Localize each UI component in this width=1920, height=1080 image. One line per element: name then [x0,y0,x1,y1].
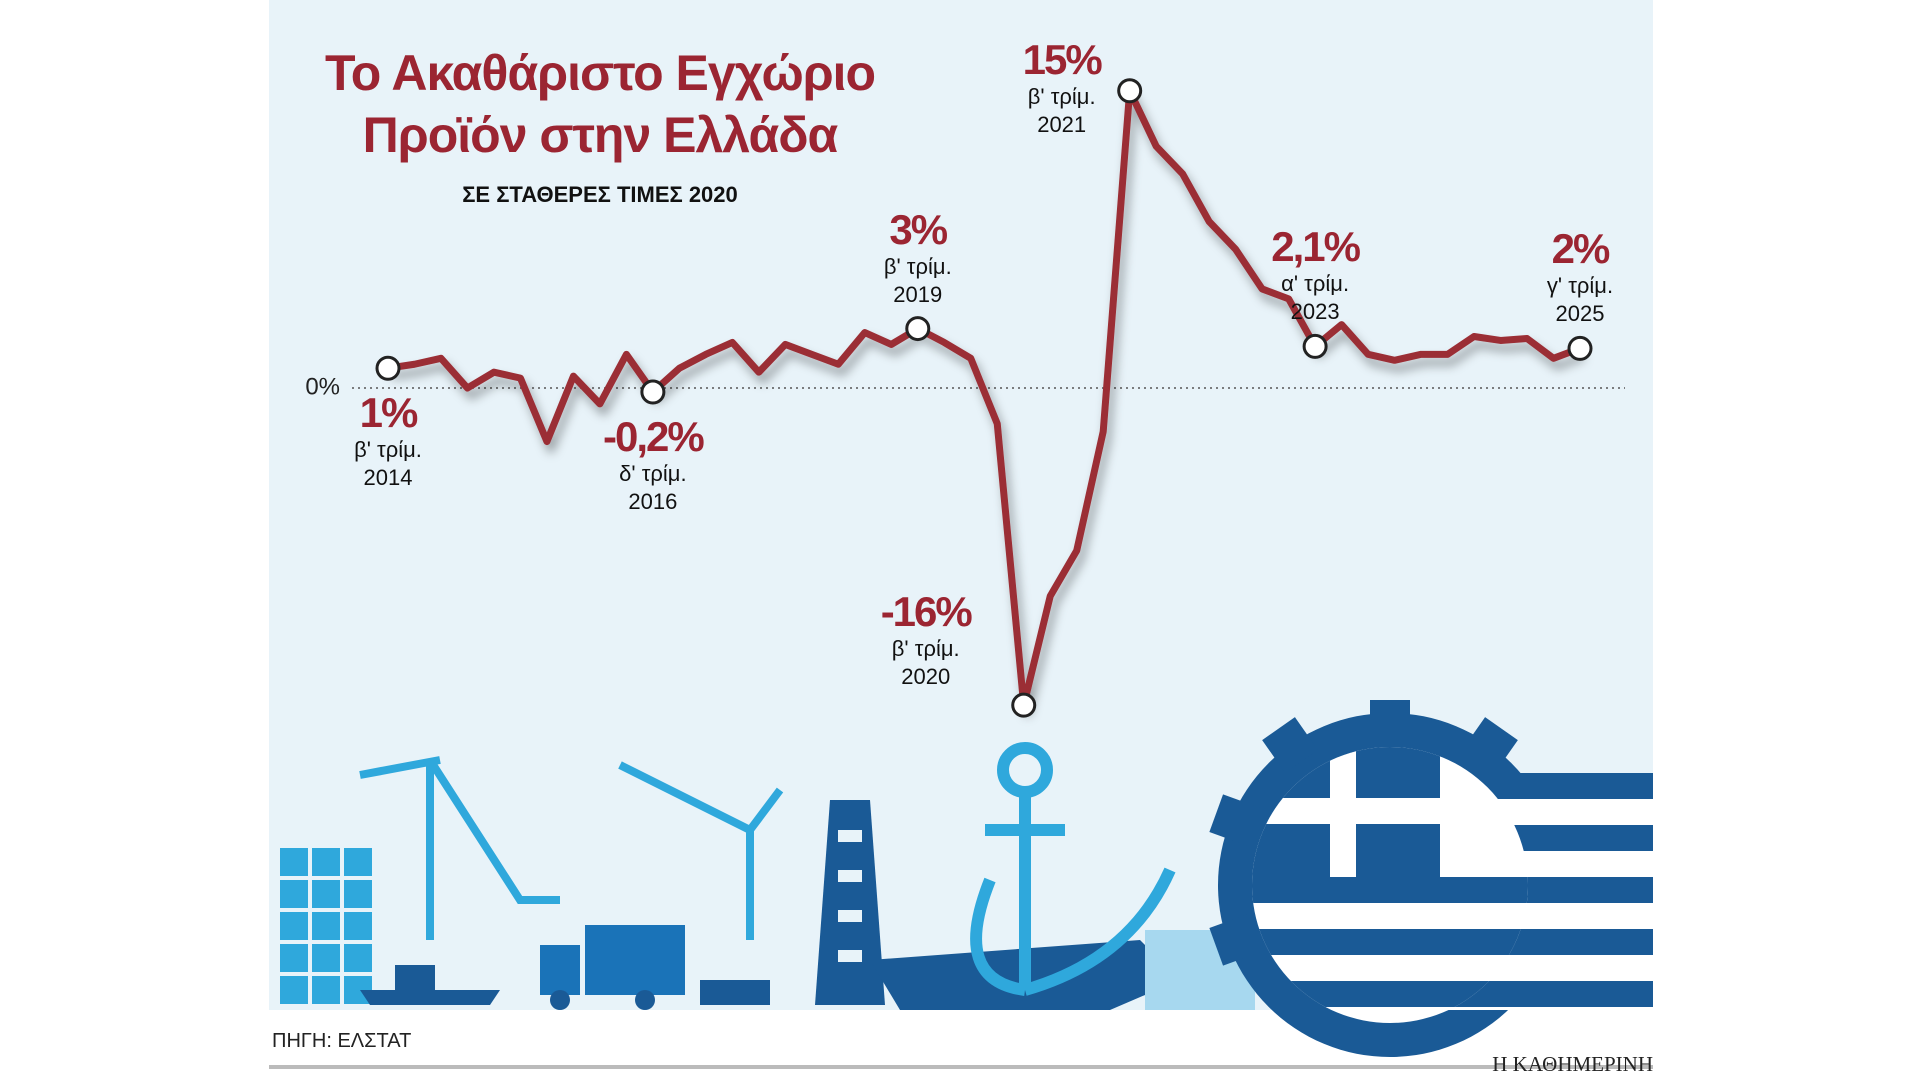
point-marker [1117,78,1143,104]
value-label: 2% [1551,225,1611,273]
category-label: α' τρίμ. 2023 [1281,271,1350,325]
category-label: β' τρίμ. 2019 [883,253,952,307]
illustration [280,700,1653,1057]
annotation: 2% γ' τρίμ. 2025 [1547,226,1613,328]
point-marker [905,316,931,342]
point-marker [1011,692,1037,718]
point-marker [640,379,666,405]
value-label: 2,1% [1271,223,1361,271]
point-marker [1302,333,1328,359]
line [387,87,1582,709]
point-marker [1567,335,1593,361]
point-marker [375,355,401,381]
category-label: δ' τρίμ. 2016 [619,461,687,514]
credit: Η ΚΑΘΗΜΕΡΙΝΗ [1492,1052,1653,1076]
category-label: β' τρίμ. 2020 [891,636,960,690]
category-label: β' τρίμ. 2014 [354,437,422,491]
chart-subtitle: ΣΕ ΣΤΑΘΕΡΕΣ ΤΙΜΕΣ 2020 [462,182,738,207]
annotation: -16% β' τρίμ. 2020 [880,588,973,691]
annotation: 3% β' τρίμ. 2019 [883,205,952,309]
annotation: 1% β' τρίμ. 2014 [354,390,422,492]
source: ΠΗΓΗ: ΕΛΣΤΑΤ [272,1030,412,1052]
value-label: 3% [889,205,948,253]
annotation: -0,2% δ' τρίμ. 2016 [603,413,705,516]
value-label: -0,2% [603,413,705,460]
value-label: -16% [880,588,973,636]
chart-title: Το Ακαθάριστο Εγχώριο Προϊόν στην Ελλάδα [324,45,876,163]
category-label: β' τρίμ. 2021 [1027,83,1096,137]
value-label: 1% [359,389,419,437]
annotation: 2,1% α' τρίμ. 2023 [1271,223,1361,326]
annotation: 15% β' τρίμ. 2021 [1022,35,1103,139]
y-tick-label: 0% [305,373,340,400]
category-label: γ' τρίμ. 2025 [1546,273,1614,327]
value-label: 15% [1022,35,1103,83]
